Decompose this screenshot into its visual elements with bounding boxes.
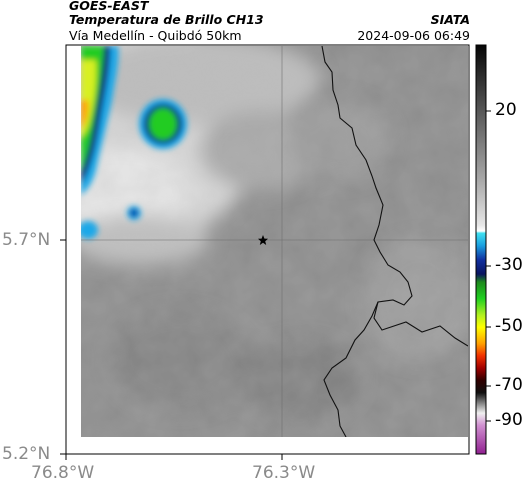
agency-name: SIATA [430,12,470,27]
star-icon [258,235,268,245]
colorbar-label: -30 [495,255,523,275]
colorbar-label: -90 [495,410,523,430]
region-subtitle: Vía Medellín - Quibdó 50km [69,28,242,43]
satellite-imagery [81,46,468,437]
datetime-label: 2024-09-06 06:49 [357,28,470,43]
colorbar-label: -70 [495,375,523,395]
product-title: Temperatura de Brillo CH13 [69,12,264,27]
lat-tick-label: 5.2°N [2,444,51,464]
satellite-name: GOES-EAST [69,0,149,13]
colorbar-label: 20 [495,100,517,120]
lon-tick-label: 76.8°W [31,463,95,483]
lon-tick-label: 76.3°W [252,463,316,483]
lat-tick-label: 5.7°N [2,230,51,250]
colorbar [475,44,491,455]
department-boundary [321,46,468,347]
colorbar-label: -50 [495,316,523,336]
